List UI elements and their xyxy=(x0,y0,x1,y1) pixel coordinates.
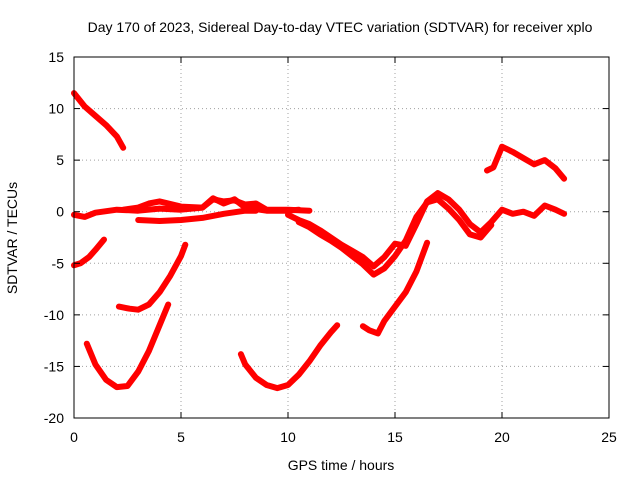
y-axis-label: SDTVAR / TECUs xyxy=(4,182,20,294)
series-arc-10 xyxy=(237,322,341,392)
y-tick-label: -20 xyxy=(44,410,64,426)
y-tick-label: -10 xyxy=(44,307,64,323)
series-arc-6 xyxy=(120,195,302,214)
x-tick-label: 10 xyxy=(280,429,296,445)
series-layer xyxy=(71,90,568,392)
y-tick-label: 15 xyxy=(48,49,64,65)
y-tick-label: -15 xyxy=(44,358,64,374)
y-tick-label: 5 xyxy=(56,152,64,168)
x-tick-label: 15 xyxy=(387,429,403,445)
series-arc-3 xyxy=(83,301,172,391)
series-arc-4 xyxy=(115,241,189,313)
x-axis-label: GPS time / hours xyxy=(288,457,395,473)
series-arc-11 xyxy=(359,239,431,337)
chart-title: Day 170 of 2023, Sidereal Day-to-day VTE… xyxy=(88,19,593,35)
plot-frame xyxy=(73,56,610,419)
y-tick-label: -5 xyxy=(52,255,65,271)
series-arc-2 xyxy=(71,236,107,269)
x-tick-label: 5 xyxy=(177,429,185,445)
x-tick-label: 25 xyxy=(601,429,617,445)
x-tick-label: 0 xyxy=(70,429,78,445)
series-arc-9 xyxy=(295,196,495,278)
series-arc-1 xyxy=(71,90,127,151)
x-tick-label: 20 xyxy=(494,429,510,445)
y-tick-label: 10 xyxy=(48,101,64,117)
series-arc-7 xyxy=(135,207,259,224)
series-arc-12 xyxy=(484,143,568,182)
grid-layer xyxy=(74,57,609,418)
tick-layer xyxy=(73,56,610,419)
tick-label-layer: 0 5 10 15 20 25 -20 -15 -10 -5 0 5 10 15 xyxy=(44,49,617,445)
y-tick-label: 0 xyxy=(56,204,64,220)
